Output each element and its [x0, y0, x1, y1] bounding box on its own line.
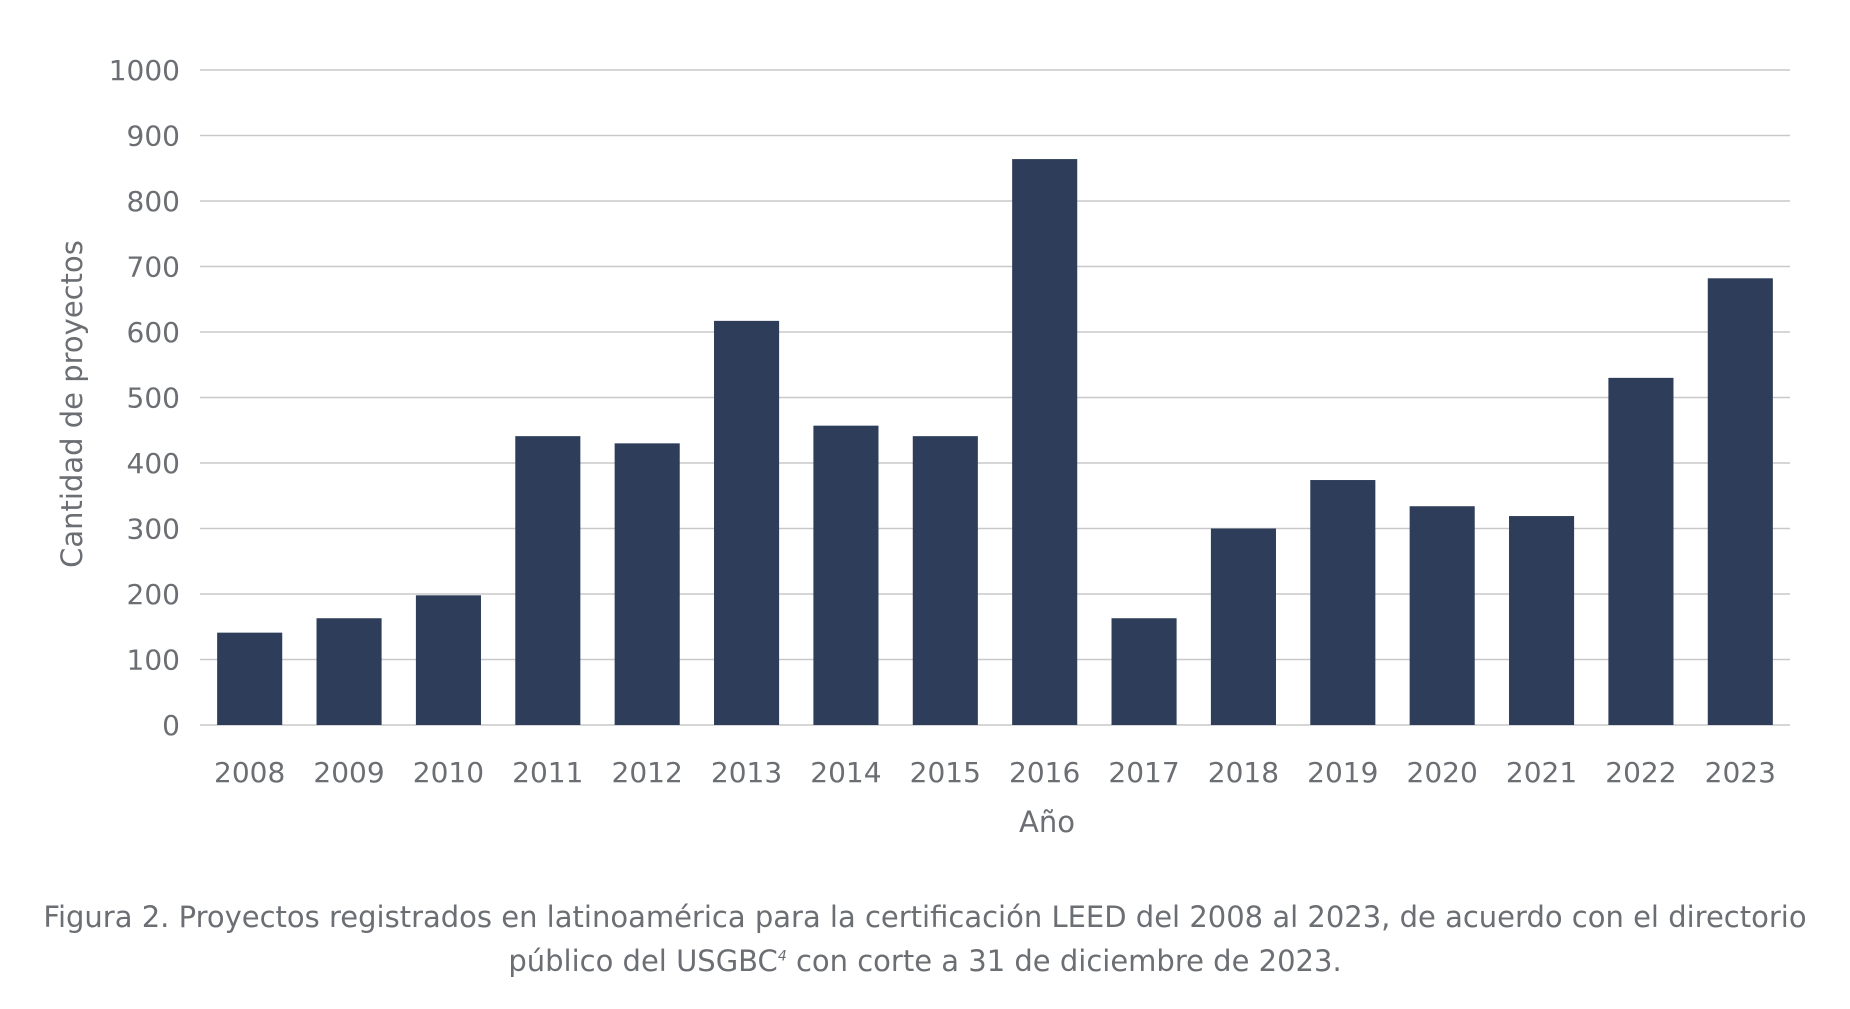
- x-tick-label: 2011: [512, 756, 583, 789]
- x-tick-label: 2020: [1407, 756, 1478, 789]
- bar-2015: [912, 436, 978, 725]
- bar-2017: [1111, 618, 1177, 725]
- bar-2012: [614, 443, 680, 725]
- bar-2014: [813, 425, 879, 725]
- bar-2019: [1310, 480, 1376, 725]
- y-tick-label: 0: [162, 709, 180, 742]
- x-tick-label: 2012: [612, 756, 683, 789]
- bar-2008: [217, 632, 283, 725]
- x-tick-label: 2009: [313, 756, 384, 789]
- y-tick-label: 600: [127, 316, 180, 349]
- x-tick-label: 2018: [1208, 756, 1279, 789]
- y-axis-ticks: 0 100 200 300 400 500 600 700 800 900 1000: [109, 54, 180, 742]
- bar-2020: [1409, 506, 1475, 725]
- y-tick-label: 1000: [109, 54, 180, 87]
- bar-2013: [714, 320, 780, 725]
- bar-2010: [415, 595, 481, 725]
- caption-line-1: Figura 2. Proyectos registrados en latin…: [43, 900, 1807, 934]
- x-tick-label: 2017: [1108, 756, 1179, 789]
- x-tick-label: 2016: [1009, 756, 1080, 789]
- x-axis-ticks: 2008 2009 2010 2011 2012 2013 2014 2015 2016 2017…: [214, 756, 1776, 789]
- bar-2011: [515, 436, 581, 725]
- x-axis-label: Año: [1019, 805, 1075, 839]
- x-tick-label: 2015: [910, 756, 981, 789]
- x-tick-label: 2013: [711, 756, 782, 789]
- y-tick-label: 900: [127, 120, 180, 153]
- bar-2022: [1608, 377, 1674, 725]
- y-axis-label: Cantidad de proyectos: [55, 240, 89, 568]
- bar-2021: [1509, 516, 1575, 725]
- x-tick-label: 2023: [1705, 756, 1776, 789]
- caption-footnote-marker: 4: [777, 948, 787, 965]
- x-tick-label: 2022: [1605, 756, 1676, 789]
- x-tick-label: 2021: [1506, 756, 1577, 789]
- bar-2009: [316, 618, 382, 725]
- y-tick-label: 800: [127, 185, 180, 218]
- caption-line-2-start: público del USGBC: [508, 944, 778, 978]
- y-tick-label: 100: [127, 644, 180, 677]
- caption-line-2-end: con corte a 31 de diciembre de 2023.: [786, 944, 1342, 978]
- bars: [217, 159, 1773, 725]
- y-tick-label: 400: [127, 447, 180, 480]
- y-tick-label: 700: [127, 251, 180, 284]
- y-tick-label: 200: [127, 578, 180, 611]
- bar-2018: [1210, 528, 1276, 725]
- bar-2023: [1707, 278, 1773, 725]
- bar-2016: [1012, 159, 1078, 725]
- figure-caption: Figura 2. Proyectos registrados en latin…: [20, 895, 1830, 983]
- y-tick-label: 500: [127, 382, 180, 415]
- y-tick-label: 300: [127, 513, 180, 546]
- x-tick-label: 2010: [413, 756, 484, 789]
- x-tick-label: 2019: [1307, 756, 1378, 789]
- caption-line-2: público del USGBC4 con corte a 31 de dic…: [20, 939, 1830, 983]
- x-tick-label: 2014: [810, 756, 881, 789]
- x-tick-label: 2008: [214, 756, 285, 789]
